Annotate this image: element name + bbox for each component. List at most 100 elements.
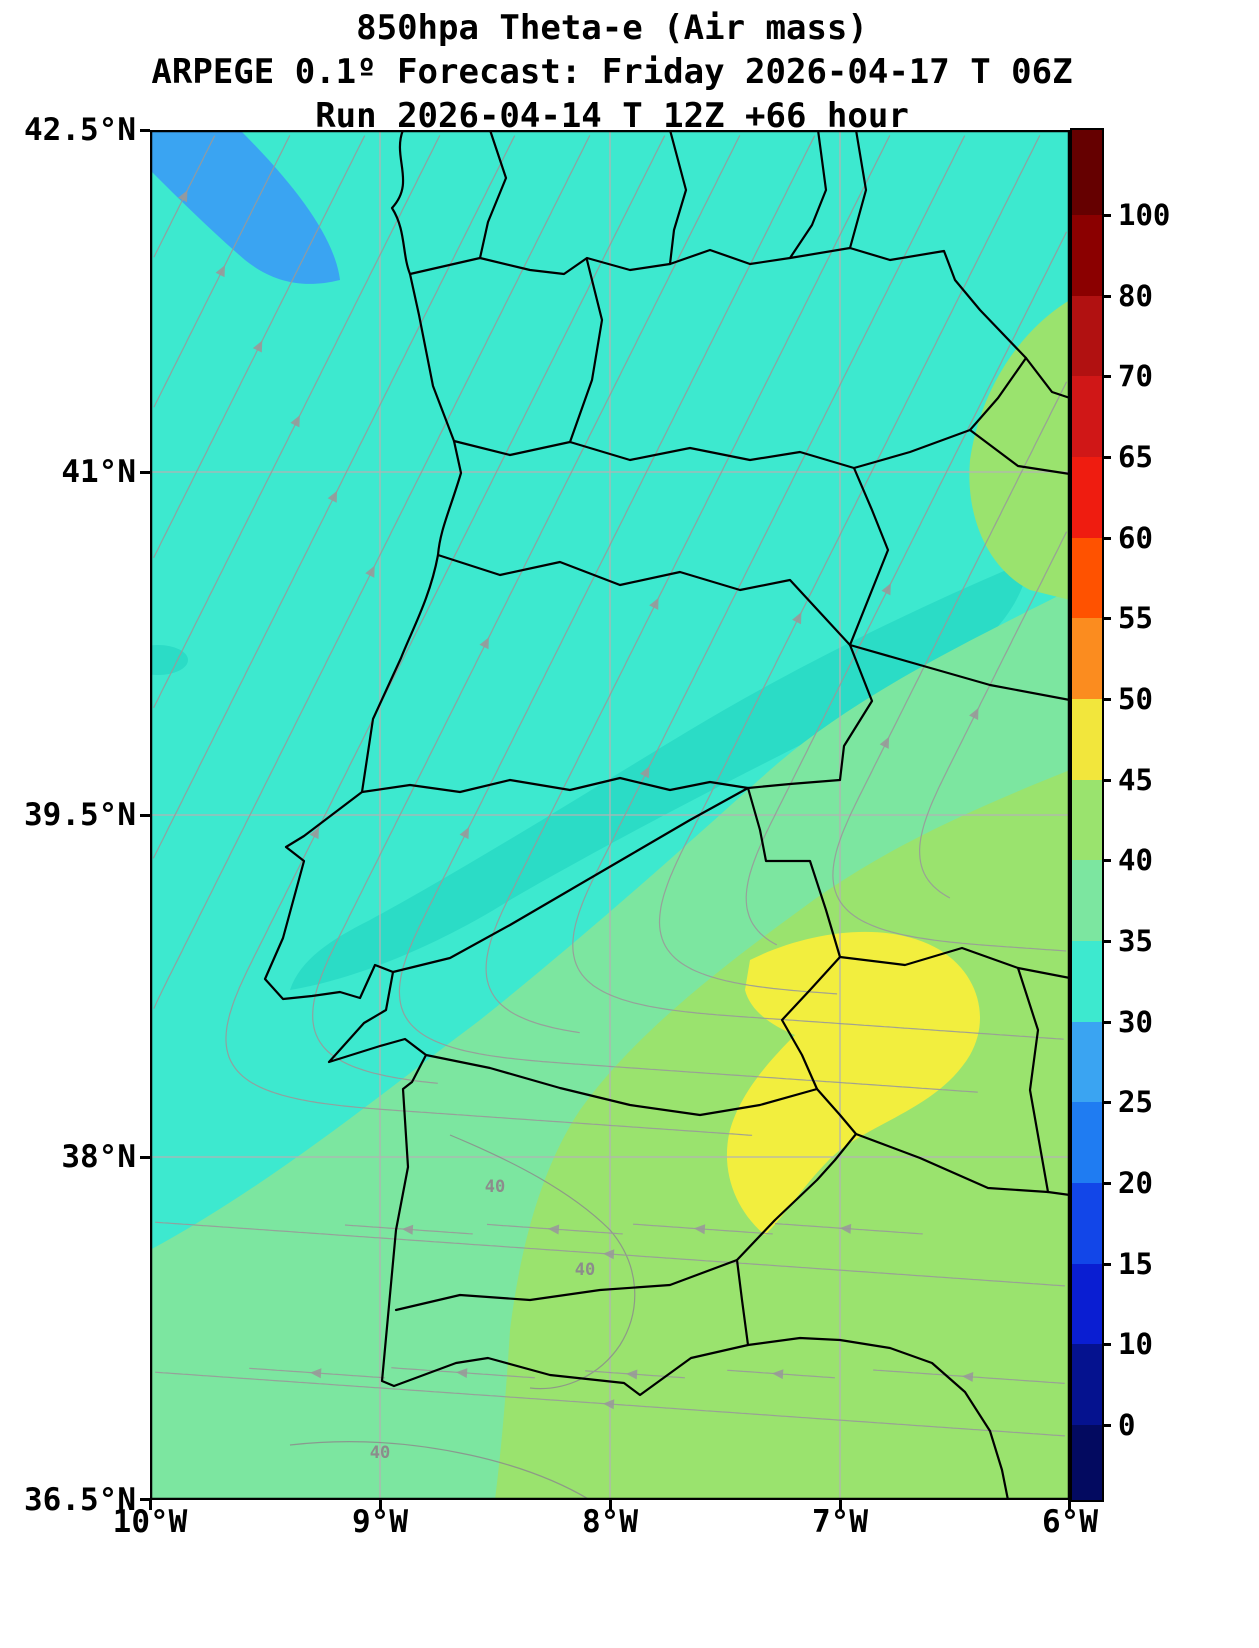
streamline-arrow-icon xyxy=(772,1369,784,1380)
streamline-arrow-icon xyxy=(881,583,891,596)
colorbar-tick xyxy=(1102,859,1111,863)
contour-label: 40 xyxy=(485,1177,505,1197)
streamline-arrow-icon xyxy=(327,490,338,503)
spain-portugal-border xyxy=(408,246,1028,1347)
y-axis-label: 41°N xyxy=(61,454,136,490)
colorbar-tick-label: 35 xyxy=(1118,924,1153,958)
colorbar-segment xyxy=(1072,456,1102,538)
colorbar-tick xyxy=(1102,1182,1111,1185)
colorbar-tick-label: 100 xyxy=(1118,198,1171,232)
province-boundary xyxy=(838,946,1070,980)
streamline-arrow-icon xyxy=(215,265,225,278)
colorbar-segment xyxy=(1072,295,1102,377)
province-boundary xyxy=(668,130,688,266)
colorbar-segment xyxy=(1072,537,1102,619)
y-axis-tick xyxy=(140,1498,150,1501)
contour-label-layer: 40 40 40 xyxy=(370,1177,595,1463)
province-boundary xyxy=(848,643,1070,702)
streamline-arrow-icon xyxy=(603,1249,615,1260)
y-axis-label: 38°N xyxy=(61,1139,136,1175)
y-axis-label: 36.5°N xyxy=(24,1482,136,1518)
streamline-arrow-icon xyxy=(626,1369,638,1380)
province-boundary xyxy=(478,130,508,260)
colorbar-tick-label: 45 xyxy=(1118,762,1153,797)
streamline-arrow-icon xyxy=(962,1372,974,1382)
chart-subtitle: ARPEGE 0.1º Forecast: Friday 2026-04-17 … xyxy=(151,52,1073,92)
colorbar-tick xyxy=(1102,214,1111,217)
contour-layer xyxy=(289,1134,636,1500)
streamline-arrow-icon xyxy=(290,415,300,428)
colorbar-segment xyxy=(1072,698,1102,780)
contour-line-40 xyxy=(289,1441,591,1500)
contour-label: 40 xyxy=(575,1260,595,1280)
colorbar-segment xyxy=(1072,1263,1102,1345)
x-axis-label: 10°W xyxy=(112,1504,188,1540)
colorbar-tick xyxy=(1102,1020,1111,1024)
streamline-arrow-icon xyxy=(640,766,650,779)
x-axis-tick xyxy=(609,1500,612,1510)
colorbar-tick xyxy=(1102,1343,1111,1347)
colorbar-tick-label: 70 xyxy=(1118,359,1153,394)
colorbar-segment xyxy=(1072,779,1102,861)
colorbar-tick xyxy=(1102,1262,1111,1266)
streamline-arrow-icon xyxy=(456,1368,468,1378)
streamline-arrow-icon xyxy=(792,612,802,625)
colorbar-segment xyxy=(1072,1021,1102,1103)
district-boundary xyxy=(436,553,852,647)
colorbar-tick-label: 60 xyxy=(1118,520,1153,555)
province-boundary xyxy=(788,130,828,260)
contour-label: 40 xyxy=(370,1443,390,1463)
colorbar-tick-label: 10 xyxy=(1118,1327,1153,1362)
y-axis-label: 39.5°N xyxy=(24,797,136,833)
streamline-arrow-icon xyxy=(252,340,263,353)
colorbar-tick-label: 55 xyxy=(1118,601,1153,636)
streamline-arrow-icon xyxy=(839,1223,852,1234)
streamline-arrow-icon xyxy=(310,1368,322,1379)
colorbar-segment xyxy=(1072,1102,1102,1183)
colorbar-tick-label: 50 xyxy=(1118,682,1153,716)
colorbar-tick-label: 40 xyxy=(1118,843,1153,878)
streamline-arrow-icon xyxy=(649,597,659,610)
y-axis-tick xyxy=(140,814,150,817)
colorbar-segment xyxy=(1072,130,1102,215)
x-axis-tick xyxy=(839,1500,842,1510)
colorbar-tick-label: 0 xyxy=(1118,1408,1136,1442)
colorbar-tick xyxy=(1102,940,1111,943)
graticule-layer xyxy=(150,130,1070,1500)
region-teal-spot xyxy=(150,645,188,675)
region-teal-band xyxy=(290,560,1030,990)
colorbar-tick xyxy=(1102,294,1111,298)
colorbar-segment xyxy=(1072,215,1102,296)
province-boundary xyxy=(1016,966,1050,1194)
province-boundary xyxy=(968,428,1070,476)
streamline-arrow-icon xyxy=(693,1224,706,1235)
y-axis-label: 42.5°N xyxy=(24,112,136,148)
colorbar-segment xyxy=(1072,1424,1102,1500)
colorbar-tick xyxy=(1102,1101,1111,1105)
colorbar-tick-label: 25 xyxy=(1118,1085,1153,1120)
contour-line-40 xyxy=(449,1134,636,1390)
y-axis-tick xyxy=(140,129,150,132)
colorbar-segments xyxy=(1072,130,1102,1500)
x-axis-label: 6°W xyxy=(1042,1504,1098,1540)
colorbar-tick xyxy=(1102,375,1111,379)
colorbar-tick xyxy=(1102,536,1111,540)
border-layer xyxy=(263,130,1070,1500)
chart-title: 850hpa Theta-e (Air mass) xyxy=(356,8,868,48)
colorbar-tick xyxy=(1102,778,1111,782)
map-frame xyxy=(150,130,1070,1500)
district-boundary xyxy=(452,439,856,470)
colorbar-tick xyxy=(1102,617,1111,621)
x-axis-label: 8°W xyxy=(582,1504,638,1540)
streamline-arrow-icon xyxy=(969,707,979,720)
district-boundary xyxy=(360,776,750,794)
colorbar-segment xyxy=(1072,860,1102,941)
x-axis-label: 7°W xyxy=(812,1504,868,1540)
streamline-arrow-icon xyxy=(879,736,890,749)
x-axis-tick xyxy=(149,1500,152,1510)
map-canvas: 40 40 40 xyxy=(150,130,1070,1500)
y-axis-tick xyxy=(140,1156,150,1159)
streamline-arrow-icon xyxy=(401,1224,414,1235)
province-boundary xyxy=(1024,356,1070,400)
